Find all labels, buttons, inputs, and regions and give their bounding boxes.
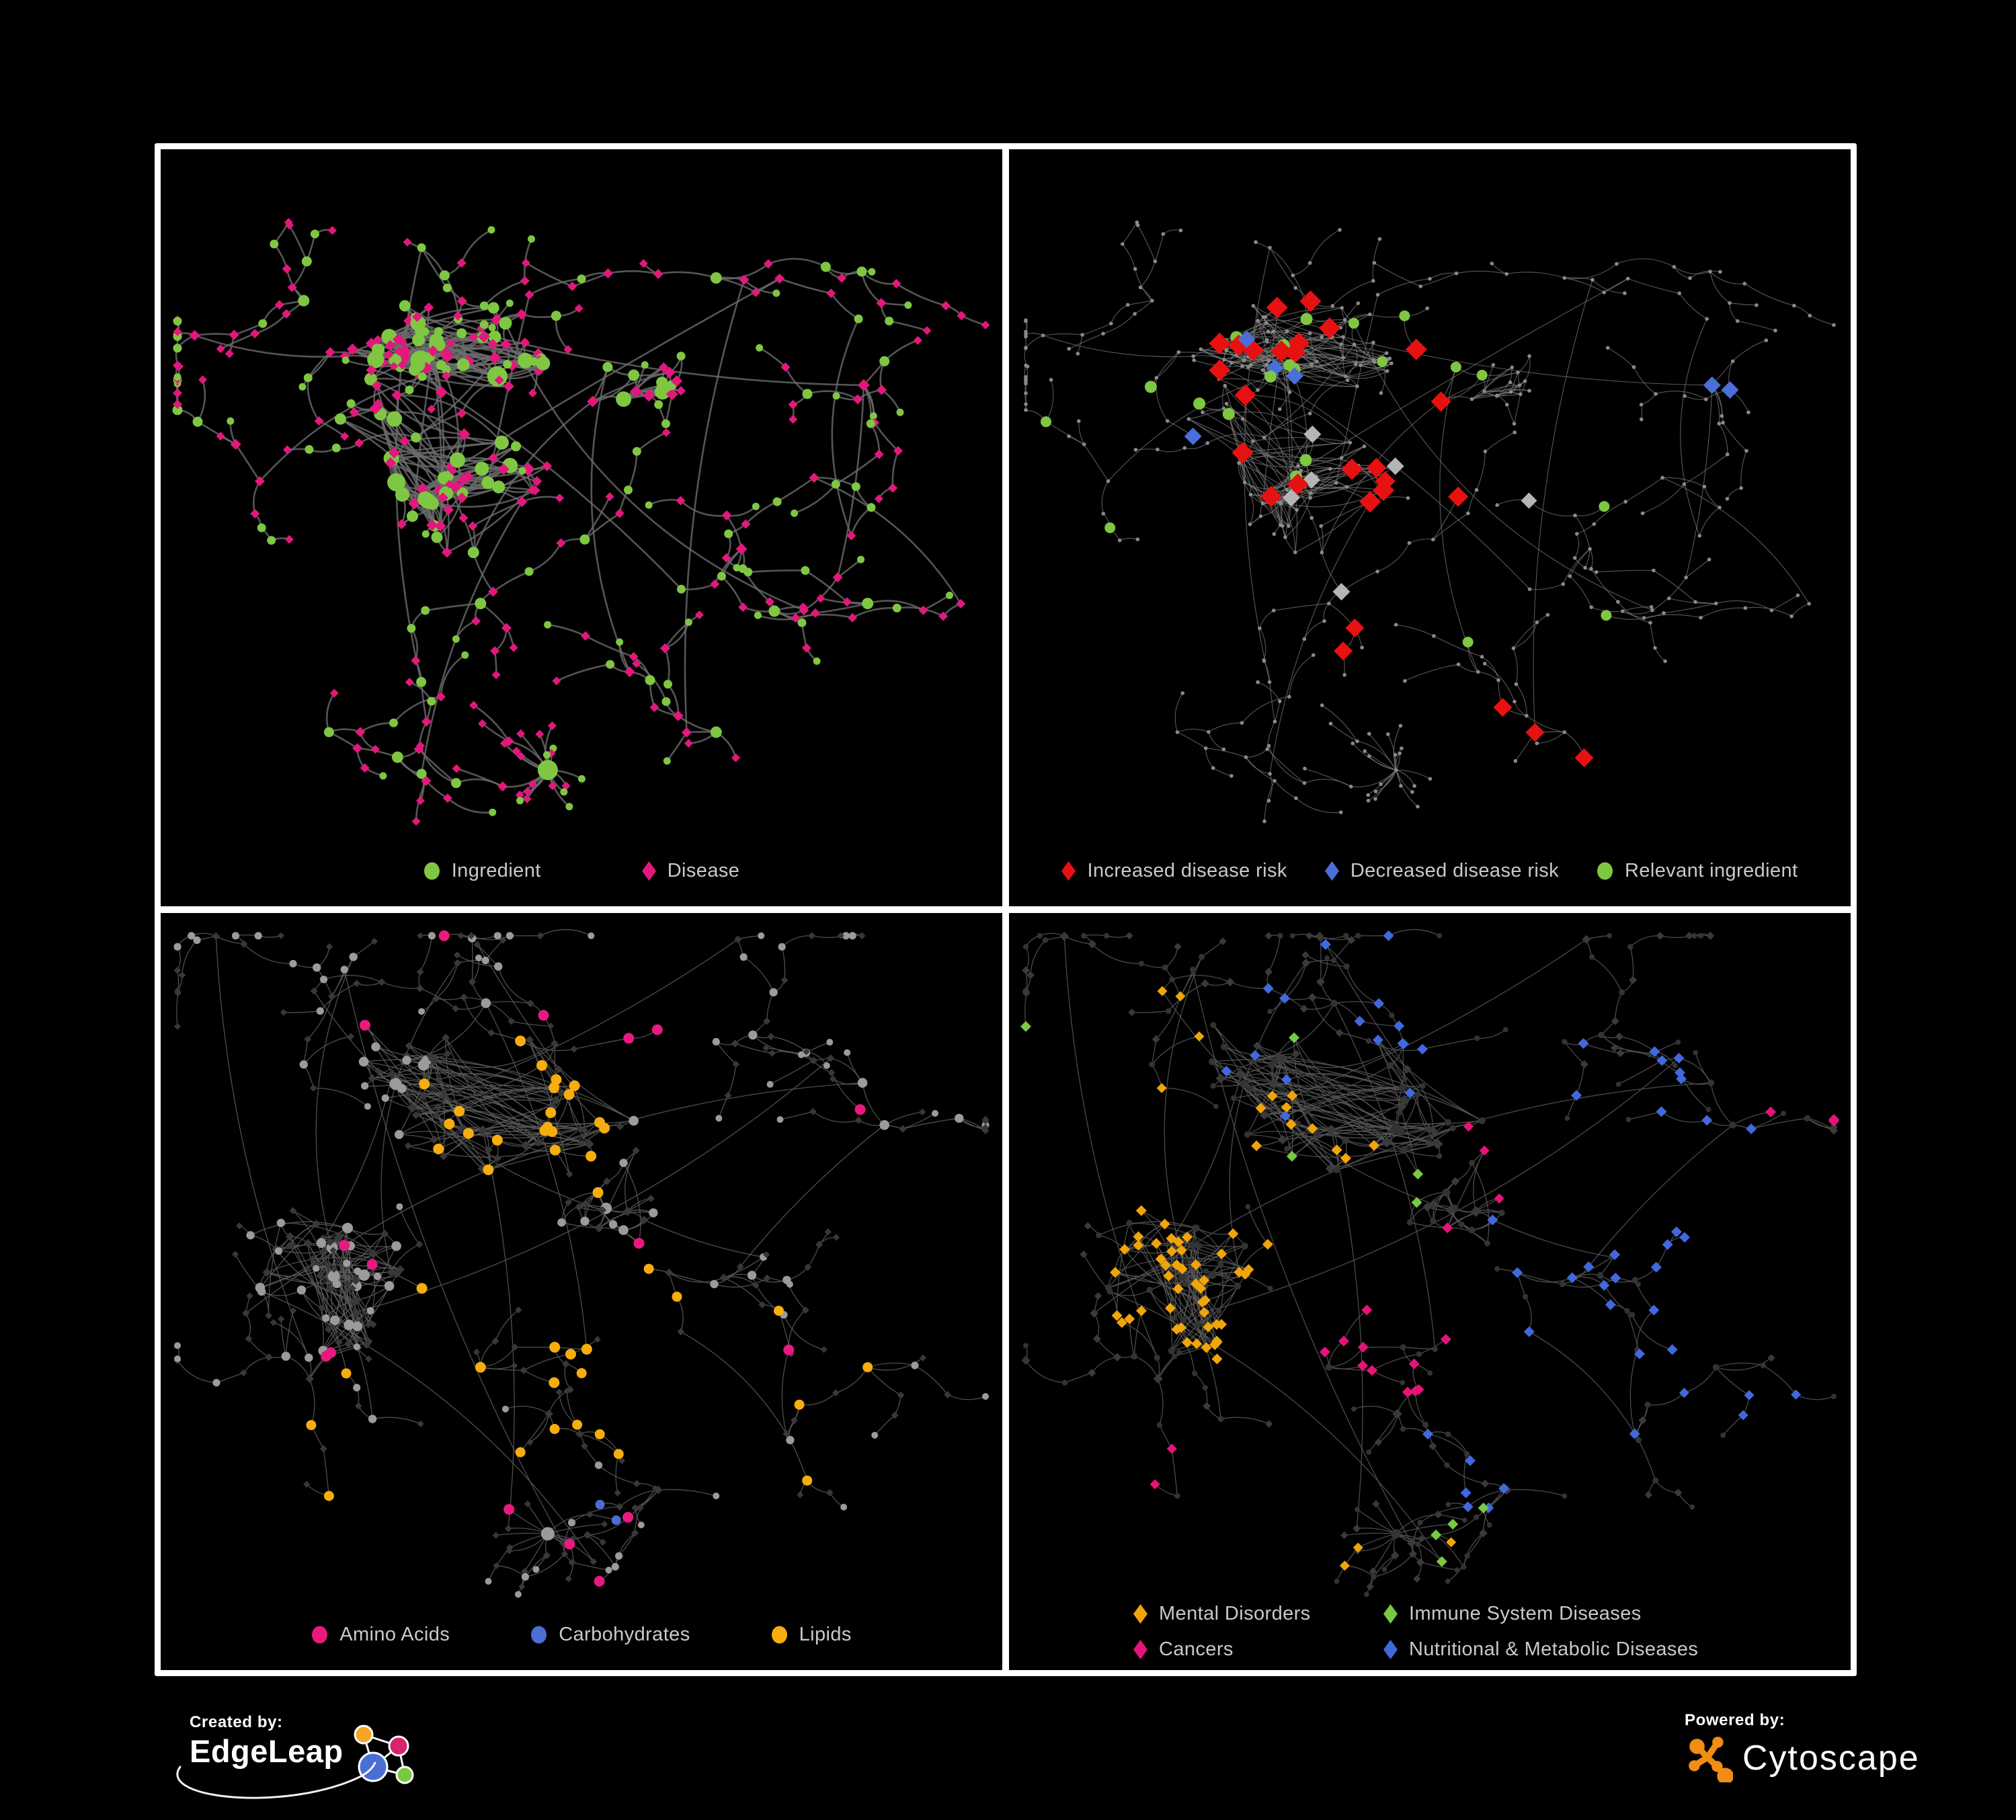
legend-label: Ingredient (451, 860, 541, 881)
increased-disease-risk-diamond-icon (1061, 861, 1076, 881)
legend-item-relevant-ingredient: Relevant ingredient (1597, 860, 1798, 882)
disease-diamond-icon (641, 861, 656, 881)
legend-item-ingredient: Ingredient (424, 860, 541, 882)
decreased-disease-risk-diamond-icon (1324, 861, 1339, 881)
legend-label: Relevant ingredient (1625, 860, 1798, 881)
ingredient-circle-icon (424, 862, 440, 880)
legend-item-decreased-disease-risk: Decreased disease risk (1324, 860, 1560, 882)
legend-disease-risk: Increased disease risk Decreased disease … (1009, 860, 1851, 882)
legend-label: Disease (667, 860, 740, 881)
edgeleap-wordmark: EdgeLeap (190, 1733, 344, 1769)
legend-item-increased-disease-risk: Increased disease risk (1061, 860, 1287, 882)
legend-label: Immune System Diseases (1409, 1603, 1642, 1624)
footer: Created by: EdgeLeap (0, 1676, 2016, 1820)
legend-label: Lipids (799, 1624, 852, 1645)
legend-item-carbohydrates: Carbohydrates (530, 1624, 690, 1646)
network-graph-disease-classes (1020, 928, 1839, 1597)
legend-label: Nutritional & Metabolic Diseases (1409, 1638, 1699, 1660)
immune-system-diseases-diamond-icon (1383, 1604, 1398, 1624)
legend-item-disease: Disease (641, 860, 740, 882)
legend-item-amino-acids: Amino Acids (311, 1624, 450, 1646)
carbohydrates-circle-icon (530, 1626, 547, 1644)
panel-nutrient-classes: Amino Acids Carbohydrates Lipids (161, 913, 1002, 1670)
legend-label: Increased disease risk (1087, 860, 1287, 881)
powered-by-label: Powered by: (1685, 1711, 1785, 1729)
network-graph-disease-risk (1024, 220, 1836, 824)
mental-disorders-diamond-icon (1133, 1604, 1147, 1624)
panel-disease-classes: Mental Disorders Immune System Diseases Ca… (1009, 913, 1851, 1670)
legend-label: Amino Acids (339, 1624, 450, 1645)
legend-item-nutritional-metabolic-diseases: Nutritional & Metabolic Diseases (1383, 1638, 1698, 1661)
cytoscape-credit: Powered by: (1685, 1711, 1920, 1782)
cytoscape-wordmark: Cytoscape (1742, 1739, 1920, 1778)
legend-item-mental-disorders: Mental Disorders (1133, 1603, 1311, 1625)
legend-nutrient-classes: Amino Acids Carbohydrates Lipids (161, 1624, 1002, 1646)
legend-label: Mental Disorders (1159, 1603, 1311, 1624)
cancers-diamond-icon (1133, 1640, 1147, 1659)
created-by-label: Created by: (190, 1713, 283, 1731)
legend-label: Carbohydrates (559, 1624, 690, 1645)
cytoscape-icon (1689, 1737, 1733, 1782)
panels-grid: Ingredient Disease Increased disease risk… (155, 143, 1857, 1676)
network-graph-nutrient-classes (173, 928, 990, 1598)
amino-acids-circle-icon (311, 1626, 328, 1644)
legend-item-cancers: Cancers (1133, 1638, 1234, 1661)
lipids-circle-icon (771, 1626, 788, 1644)
legend-item-lipids: Lipids (771, 1624, 852, 1646)
edgeleap-credit: Created by: EdgeLeap (176, 1713, 428, 1810)
legend-disease-classes: Mental Disorders Immune System Diseases Ca… (1133, 1603, 1698, 1661)
legend-ingredient-disease: Ingredient Disease (161, 860, 1002, 882)
panel-disease-risk: Increased disease risk Decreased disease … (1009, 149, 1851, 906)
panel-ingredient-disease: Ingredient Disease (161, 149, 1002, 906)
legend-label: Decreased disease risk (1350, 860, 1560, 881)
legend-label: Cancers (1159, 1638, 1234, 1660)
edgeleap-network-icon (354, 1725, 414, 1784)
network-graph-ingredient-disease (172, 218, 990, 826)
legend-item-immune-system-diseases: Immune System Diseases (1383, 1603, 1642, 1625)
nutritional-metabolic-diseases-diamond-icon (1383, 1640, 1398, 1659)
relevant-ingredient-circle-icon (1597, 862, 1613, 880)
